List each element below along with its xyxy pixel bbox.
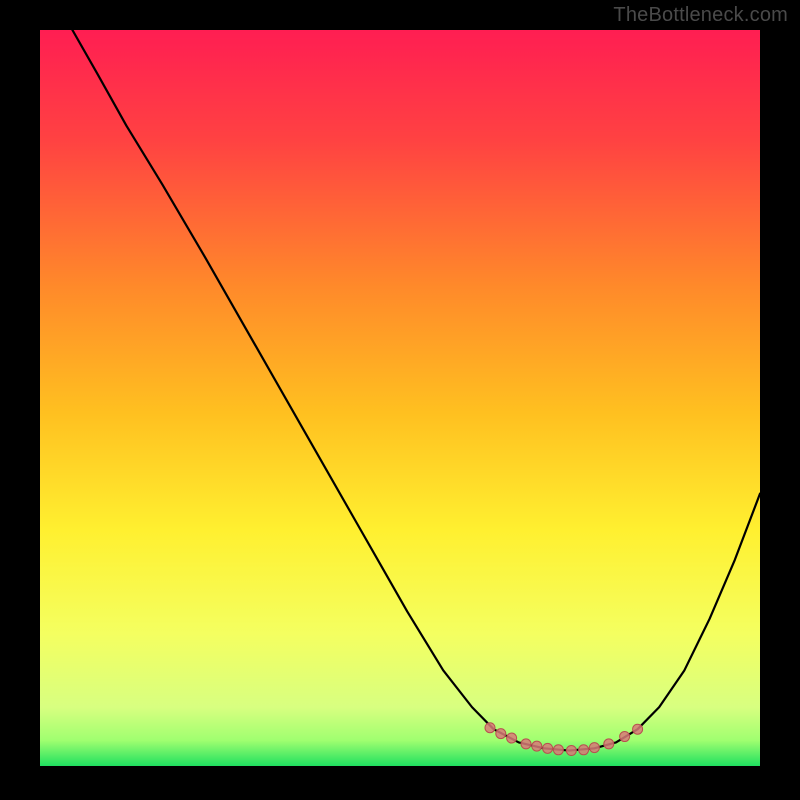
marker-point (620, 732, 630, 742)
curve-layer (40, 30, 760, 766)
marker-point (633, 724, 643, 734)
marker-point (521, 739, 531, 749)
marker-point (579, 745, 589, 755)
marker-point (553, 745, 563, 755)
marker-point (496, 729, 506, 739)
marker-point (485, 723, 495, 733)
marker-point (604, 739, 614, 749)
marker-point (507, 733, 517, 743)
marker-point (543, 743, 553, 753)
marker-point (589, 743, 599, 753)
marker-point (532, 741, 542, 751)
bottleneck-curve (72, 30, 760, 751)
plot-area (40, 30, 760, 766)
marker-point (566, 746, 576, 756)
watermark-text: TheBottleneck.com (613, 4, 788, 27)
chart-container: TheBottleneck.com (0, 0, 800, 800)
